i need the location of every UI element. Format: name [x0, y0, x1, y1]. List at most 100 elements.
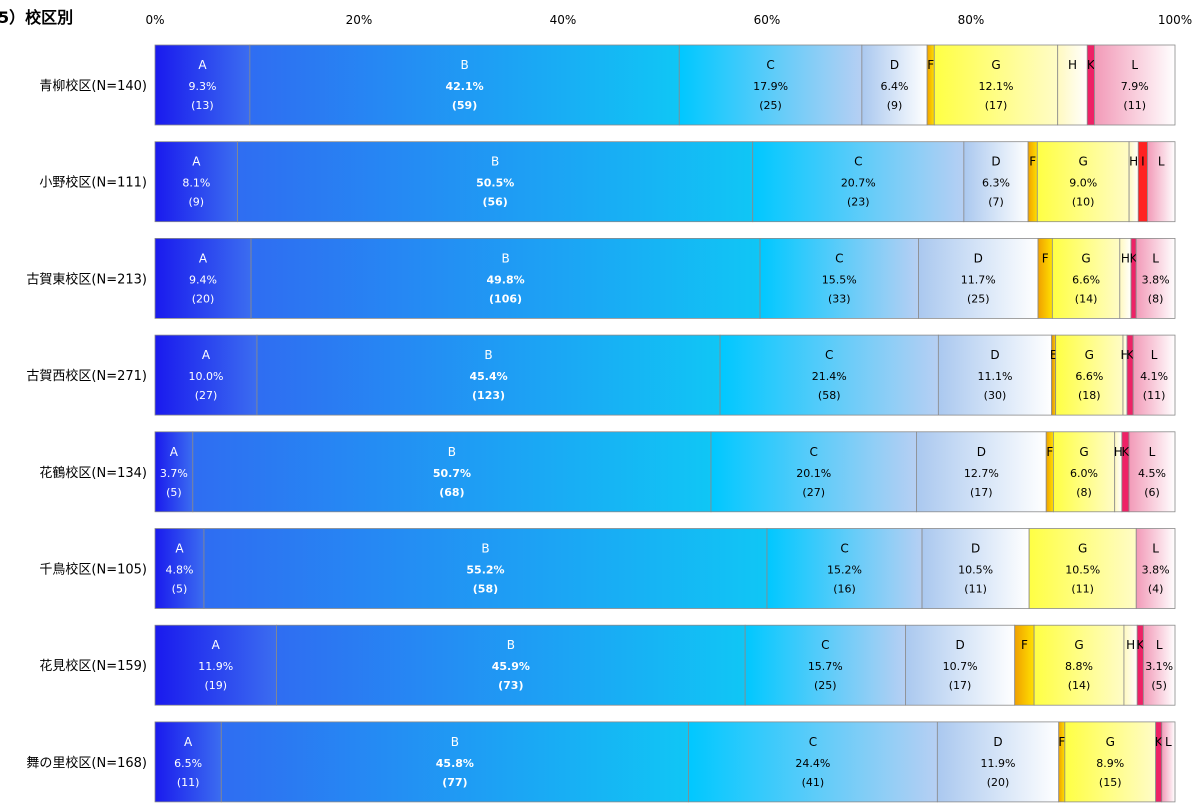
segment-code-label: F: [927, 58, 934, 72]
segment-code-label: B: [501, 251, 509, 265]
segment-code-label: G: [1106, 735, 1115, 749]
bar-segment-d: [918, 237, 1039, 319]
segment-code-label: L: [1131, 58, 1138, 72]
segment-code-label: B: [484, 348, 492, 362]
bar-segment-g: [1033, 624, 1125, 706]
segment-count-label: (16): [833, 583, 856, 596]
segment-count-label: (59): [452, 99, 477, 112]
segment-count-label: (123): [472, 389, 505, 402]
segment-code-label: K: [1087, 58, 1096, 72]
x-tick-label: 20%: [346, 13, 373, 27]
segment-code-label: C: [766, 58, 774, 72]
segment-code-label: A: [170, 445, 179, 459]
segment-count-label: (11): [177, 776, 200, 789]
segment-code-label: H: [1114, 445, 1123, 459]
segment-count-label: (18): [1078, 389, 1101, 402]
bar-segment-b: [276, 624, 746, 706]
segment-count-label: (13): [191, 99, 214, 112]
segment-count-label: (23): [847, 196, 870, 209]
segment-count-label: (25): [814, 679, 837, 692]
bar-row: 花見校区(N=159) A 11.9% (19) B 45.9% (73) C 15.7% (25…: [39, 624, 1176, 706]
segment-percent-label: 50.7%: [433, 467, 471, 480]
segment-count-label: (14): [1075, 292, 1098, 305]
segment-code-label: G: [1079, 155, 1088, 169]
segment-code-label: C: [840, 542, 848, 556]
segment-count-label: (19): [204, 679, 227, 692]
bar-segment-h: [1123, 624, 1138, 706]
segment-code-label: D: [977, 445, 986, 459]
bar-segment-l: [1135, 528, 1176, 609]
segment-code-label: H: [1121, 251, 1130, 265]
segment-code-label: K: [1130, 251, 1139, 265]
segment-percent-label: 15.7%: [808, 660, 843, 673]
segment-code-label: C: [810, 445, 818, 459]
bar-segment-f: [1027, 141, 1038, 223]
segment-code-label: C: [825, 348, 833, 362]
segment-count-label: (11): [1143, 389, 1166, 402]
segment-code-label: G: [991, 58, 1000, 72]
bar-segment-k: [1126, 334, 1134, 416]
bar-segment-l: [1094, 44, 1176, 126]
bar-segment-f: [926, 44, 935, 126]
segment-count-label: (5): [172, 583, 188, 596]
bar-row: 千鳥校区(N=105) A 4.8% (5) B 55.2% (58) C 15.2% (16) D…: [39, 528, 1176, 609]
segment-code-label: D: [971, 542, 980, 556]
bar-segment-b: [249, 44, 680, 126]
bar-segment-b: [250, 237, 761, 319]
segment-code-label: G: [1079, 445, 1088, 459]
bar-segment-l: [1147, 141, 1176, 223]
segment-percent-label: 6.0%: [1070, 467, 1098, 480]
bar-segment-c: [752, 141, 965, 223]
segment-code-label: C: [854, 155, 862, 169]
segment-code-label: G: [1085, 348, 1094, 362]
segment-count-label: (56): [482, 196, 507, 209]
segment-percent-label: 21.4%: [812, 370, 847, 383]
segment-count-label: (68): [439, 486, 464, 499]
segment-code-label: K: [1155, 735, 1164, 749]
segment-code-label: G: [1081, 251, 1090, 265]
bar-segment-b: [220, 721, 689, 803]
bar-segment-d: [921, 528, 1030, 609]
segment-count-label: (8): [1148, 292, 1164, 305]
segment-count-label: (17): [970, 486, 993, 499]
segment-percent-label: 10.0%: [189, 370, 224, 383]
bar-segment-a: [154, 237, 252, 319]
x-tick-label: 80%: [958, 13, 985, 27]
segment-count-label: (5): [166, 486, 182, 499]
bar-segment-c: [710, 431, 917, 513]
bar-segment-k: [1086, 44, 1095, 126]
segment-count-label: (4): [1148, 583, 1164, 596]
bar-segment-a: [154, 44, 251, 126]
segment-percent-label: 8.9%: [1096, 757, 1124, 770]
segment-code-label: F: [1029, 155, 1036, 169]
segment-count-label: (30): [984, 389, 1007, 402]
segment-percent-label: 9.0%: [1069, 177, 1097, 190]
segment-percent-label: 7.9%: [1121, 80, 1149, 93]
segment-percent-label: 17.9%: [753, 80, 788, 93]
segment-code-label: K: [1121, 445, 1130, 459]
segment-code-label: B: [451, 735, 459, 749]
bar-segment-a: [154, 334, 258, 416]
segment-code-label: I: [1141, 155, 1145, 169]
bar-segment-c: [678, 44, 863, 126]
bar-segment-l: [1142, 624, 1176, 706]
bar-segment-l: [1128, 431, 1176, 513]
segment-count-label: (17): [985, 99, 1008, 112]
segment-code-label: A: [175, 542, 184, 556]
segment-code-label: L: [1156, 638, 1163, 652]
segment-count-label: (27): [195, 389, 218, 402]
bar-segment-c: [744, 624, 906, 706]
bar-segment-d: [937, 334, 1052, 416]
segment-percent-label: 11.1%: [977, 370, 1012, 383]
segment-percent-label: 45.4%: [469, 370, 507, 383]
segment-count-label: (5): [1151, 679, 1167, 692]
segment-count-label: (6): [1144, 486, 1160, 499]
bar-segment-f: [1014, 624, 1035, 706]
segment-percent-label: 6.3%: [982, 177, 1010, 190]
segment-count-label: (17): [949, 679, 972, 692]
bar-segment-h: [1057, 44, 1088, 126]
segment-percent-label: 50.5%: [476, 177, 514, 190]
segment-code-label: H: [1129, 155, 1138, 169]
segment-percent-label: 45.9%: [492, 660, 530, 673]
segment-count-label: (33): [828, 292, 851, 305]
